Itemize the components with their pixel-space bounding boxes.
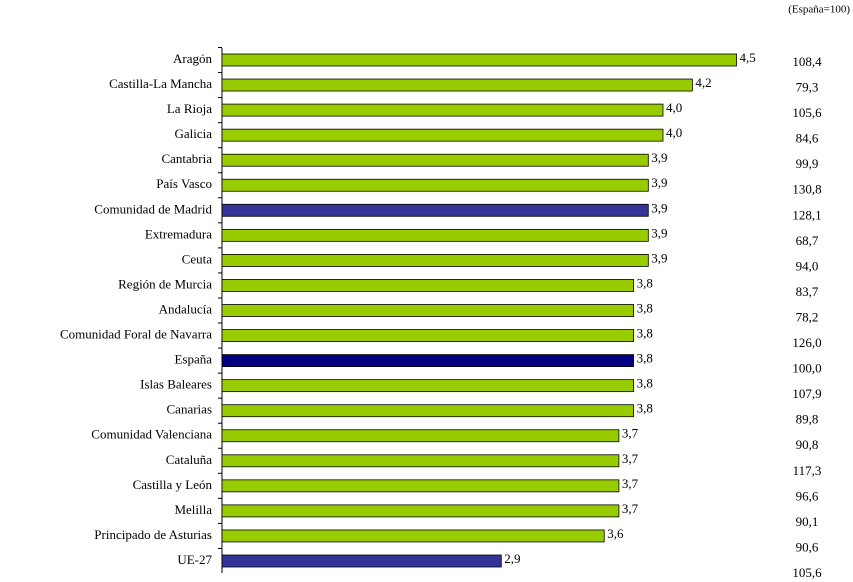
index-label: 79,3 [796,80,819,95]
bar [221,379,635,393]
category-label: Aragón [173,51,212,66]
bar [221,203,649,217]
bar [221,529,605,543]
bar [221,479,620,493]
category-label: Comunidad de Madrid [94,201,212,216]
category-label: UE-27 [177,552,212,567]
index-label: 68,7 [796,233,819,248]
bar [221,78,693,92]
index-label: 89,8 [796,412,819,427]
value-label: 4,2 [695,75,711,90]
index-label: 90,1 [796,514,819,529]
category-label: Comunidad Foral de Navarra [60,327,212,342]
category-label: País Vasco [156,176,212,191]
value-label: 2,9 [504,551,520,566]
value-label: 3,8 [637,300,653,315]
value-label: 3,9 [651,225,667,240]
index-label: 105,6 [792,565,822,580]
category-label: Islas Baleares [140,377,212,392]
category-label: Cataluña [166,452,212,467]
bar [221,279,635,292]
value-label: 3,8 [637,351,653,366]
index-label: 90,6 [796,539,819,554]
chart-subtitle: (España=100) [788,4,850,16]
bar [221,329,635,342]
category-label: España [174,352,212,367]
value-label: 3,7 [622,501,639,516]
bar [221,354,635,368]
value-label: 4,0 [666,100,682,115]
value-label: 3,7 [622,426,639,441]
category-label: Canarias [167,402,212,417]
index-label: 84,6 [796,131,819,146]
category-label: Galicia [174,126,212,141]
bar [221,103,664,117]
category-label: Ceuta [182,251,213,266]
bar [221,153,649,167]
bar [221,53,737,67]
bar [221,228,649,242]
value-label: 3,6 [607,526,624,541]
index-label: 107,9 [792,386,821,401]
index-label: 100,0 [792,361,821,376]
bar [221,429,620,443]
bar [221,128,664,142]
category-label: Castilla y León [133,477,213,492]
index-label: 117,3 [793,463,822,478]
category-label: La Rioja [167,101,212,116]
index-label: 83,7 [796,284,819,299]
value-label: 3,8 [637,326,653,341]
bar [221,554,502,568]
index-label: 108,4 [792,54,822,69]
category-label: Castilla-La Mancha [109,76,212,91]
category-label: Andalucía [159,301,213,316]
bar [221,253,649,267]
category-label: Extremadura [145,226,212,241]
category-label: Región de Murcia [118,276,212,291]
index-label: 94,0 [796,258,819,273]
category-label: Comunidad Valenciana [91,427,212,442]
bar [221,454,620,468]
index-label: 78,2 [796,309,819,324]
value-label: 3,8 [637,376,653,391]
index-label: 126,0 [792,335,821,350]
value-label: 3,9 [651,250,667,265]
index-label: 130,8 [792,182,821,197]
index-label: 90,8 [796,437,819,452]
category-label: Melilla [174,502,212,517]
value-label: 3,9 [651,175,667,190]
bar [221,404,635,418]
bar [221,178,649,192]
value-label: 3,8 [637,275,653,290]
value-label: 4,5 [740,50,756,65]
index-label: 105,6 [792,105,822,120]
value-label: 3,9 [651,150,667,165]
value-label: 3,7 [622,451,639,466]
bar [221,304,635,317]
bar [221,504,620,518]
index-label: 128,1 [792,207,821,222]
category-label: Principado de Asturias [94,527,212,542]
value-label: 3,7 [622,476,639,491]
value-label: 3,8 [637,401,653,416]
value-label: 3,9 [651,200,667,215]
category-label: Cantabria [161,151,212,166]
index-label: 96,6 [796,488,819,503]
index-label: 99,9 [796,156,819,171]
value-label: 4,0 [666,125,682,140]
